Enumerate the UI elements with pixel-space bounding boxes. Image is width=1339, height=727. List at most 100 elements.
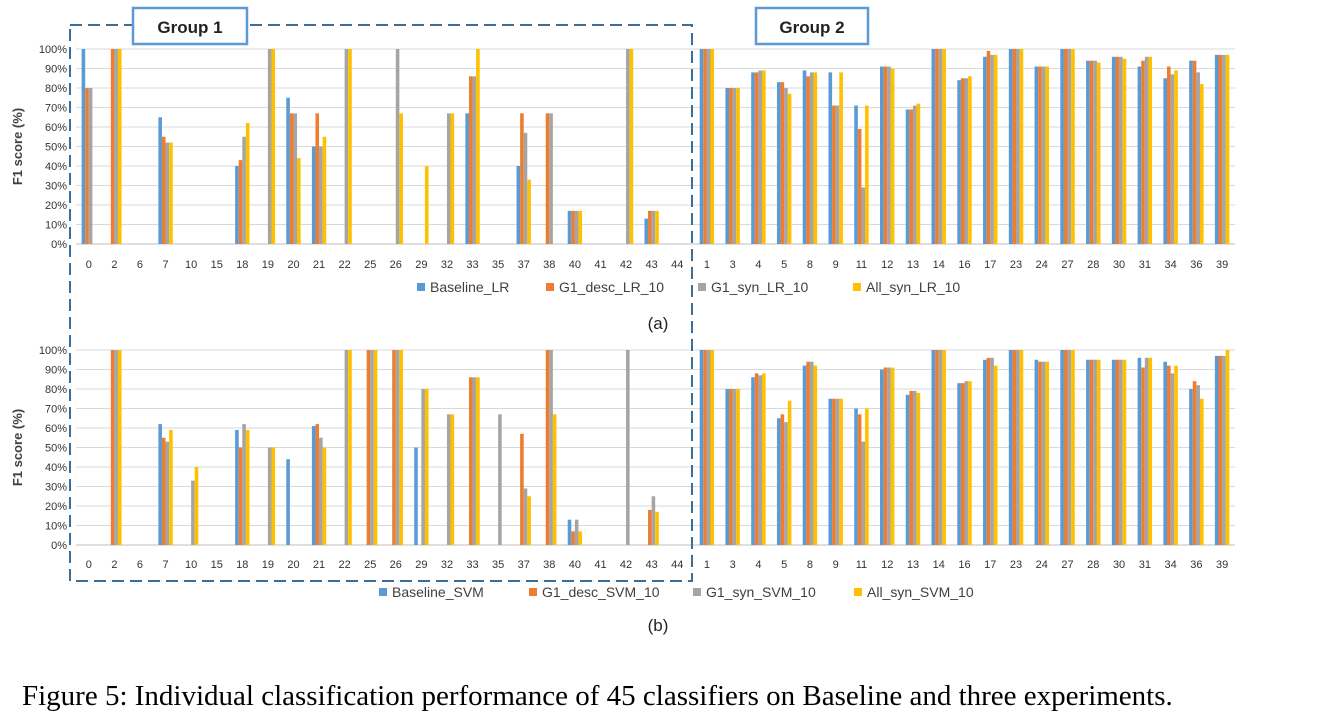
bar-all-syn-svm-10-33 bbox=[476, 377, 480, 545]
x-tick-label: 26 bbox=[390, 559, 402, 571]
bar-all-syn-lr-10-11 bbox=[865, 105, 869, 244]
bar-g1-syn-svm-10-7 bbox=[165, 441, 170, 545]
x-tick-label: 8 bbox=[807, 259, 813, 271]
x-tick-label: 35 bbox=[492, 259, 504, 271]
bar-baseline-svm-20 bbox=[286, 459, 290, 545]
bar-g1-desc-svm-10-5 bbox=[780, 414, 785, 545]
bar-g1-syn-svm-10-43 bbox=[651, 496, 656, 545]
bar-baseline-svm-24 bbox=[1034, 359, 1039, 545]
bar-g1-syn-lr-10-43 bbox=[651, 210, 656, 244]
bar-baseline-lr-17 bbox=[983, 56, 987, 244]
bar-baseline-lr-31 bbox=[1137, 66, 1142, 244]
bar-g1-desc-svm-10-38 bbox=[545, 350, 550, 545]
bar-g1-syn-svm-10-26 bbox=[395, 350, 400, 545]
bar-all-syn-svm-10-38 bbox=[552, 414, 557, 545]
bar-g1-desc-lr-10-28 bbox=[1089, 60, 1094, 245]
bar-all-syn-svm-10-13 bbox=[916, 392, 921, 545]
bar-g1-syn-svm-10-34 bbox=[1170, 373, 1175, 545]
y-tick-label: 20% bbox=[45, 200, 67, 212]
x-tick-label: 10 bbox=[185, 259, 197, 271]
x-tick-label: 9 bbox=[833, 559, 839, 571]
legend-label: All_syn_SVM_10 bbox=[867, 584, 974, 600]
bar-g1-desc-svm-10-16 bbox=[960, 383, 965, 545]
bar-all-syn-lr-10-31 bbox=[1148, 56, 1153, 244]
bar-baseline-svm-5 bbox=[776, 418, 781, 545]
x-tick-label: 31 bbox=[1139, 259, 1151, 271]
bar-all-syn-svm-10-37 bbox=[527, 496, 531, 545]
x-tick-label: 15 bbox=[211, 259, 223, 271]
bar-g1-syn-lr-10-7 bbox=[165, 142, 170, 244]
bar-g1-syn-lr-10-21 bbox=[319, 146, 323, 244]
bar-g1-desc-lr-10-40 bbox=[571, 210, 575, 244]
bar-g1-desc-lr-10-7 bbox=[161, 136, 166, 244]
x-tick-label: 34 bbox=[1164, 559, 1176, 571]
bar-baseline-svm-40 bbox=[567, 519, 572, 545]
bar-g1-desc-svm-10-40 bbox=[571, 531, 575, 545]
y-tick-label: 0% bbox=[51, 239, 67, 251]
x-tick-label: 18 bbox=[236, 259, 248, 271]
x-tick-label: 7 bbox=[162, 559, 168, 571]
x-tick-label: 2 bbox=[111, 259, 117, 271]
bar-g1-desc-lr-10-39 bbox=[1218, 54, 1223, 244]
y-axis-label: F1 score (%) bbox=[10, 108, 25, 185]
bar-g1-syn-svm-10-3 bbox=[732, 389, 737, 545]
x-tick-label: 16 bbox=[958, 559, 970, 571]
bar-baseline-svm-18 bbox=[235, 429, 239, 545]
bar-g1-desc-svm-10-8 bbox=[806, 361, 810, 545]
figure-caption: Figure 5: Individual classification perf… bbox=[22, 680, 1173, 712]
legend-label: G1_syn_LR_10 bbox=[711, 279, 809, 295]
bar-g1-desc-lr-10-3 bbox=[729, 88, 733, 244]
bar-g1-desc-lr-10-14 bbox=[935, 49, 939, 244]
bar-g1-desc-lr-10-0 bbox=[85, 88, 89, 244]
x-tick-label: 13 bbox=[907, 559, 919, 571]
bar-g1-syn-svm-10-13 bbox=[912, 390, 917, 545]
bar-g1-desc-lr-10-21 bbox=[315, 113, 320, 244]
bar-g1-desc-svm-10-18 bbox=[238, 447, 243, 545]
group-label-box-1 bbox=[131, 6, 249, 46]
bar-g1-desc-lr-10-16 bbox=[960, 78, 965, 244]
bar-all-syn-svm-10-1 bbox=[710, 350, 715, 545]
bar-all-syn-lr-10-32 bbox=[450, 113, 455, 244]
x-tick-label: 10 bbox=[185, 559, 197, 571]
bar-baseline-lr-40 bbox=[567, 210, 572, 244]
panel-label: (b) bbox=[648, 616, 669, 635]
y-tick-label: 100% bbox=[39, 345, 67, 357]
y-tick-label: 90% bbox=[45, 365, 67, 377]
bar-all-syn-lr-10-2 bbox=[117, 49, 122, 244]
bar-g1-desc-svm-10-21 bbox=[315, 424, 320, 545]
bar-all-syn-lr-10-26 bbox=[399, 113, 403, 244]
bar-baseline-svm-23 bbox=[1008, 350, 1013, 545]
x-tick-label: 8 bbox=[807, 559, 813, 571]
bar-g1-syn-lr-10-24 bbox=[1041, 66, 1046, 244]
bar-all-syn-lr-10-43 bbox=[655, 210, 659, 244]
bar-g1-syn-lr-10-13 bbox=[912, 105, 917, 244]
bar-g1-syn-svm-10-27 bbox=[1067, 350, 1072, 545]
bar-baseline-svm-28 bbox=[1086, 359, 1090, 545]
bar-g1-syn-svm-10-29 bbox=[421, 389, 425, 545]
bar-all-syn-lr-10-8 bbox=[813, 72, 818, 245]
chart-panel-1: 0% 10% 20% 30% 40% 50% 60% 70% 80% 90% 100% F1 scor… bbox=[10, 44, 1235, 333]
bar-g1-syn-lr-10-40 bbox=[574, 210, 579, 244]
bar-baseline-lr-21 bbox=[311, 146, 316, 244]
bar-g1-syn-svm-10-33 bbox=[472, 377, 477, 545]
bar-baseline-lr-16 bbox=[957, 80, 961, 244]
bar-g1-desc-svm-10-37 bbox=[520, 433, 524, 545]
bar-baseline-svm-8 bbox=[802, 365, 807, 545]
bar-baseline-lr-13 bbox=[905, 109, 910, 244]
x-tick-label: 31 bbox=[1139, 559, 1151, 571]
bar-g1-syn-lr-10-12 bbox=[887, 66, 891, 244]
bar-g1-desc-lr-10-31 bbox=[1141, 60, 1145, 245]
legend-swatch bbox=[854, 588, 862, 596]
bar-g1-syn-lr-10-8 bbox=[809, 72, 814, 245]
x-tick-label: 19 bbox=[262, 559, 274, 571]
bar-baseline-lr-18 bbox=[235, 166, 239, 244]
bar-g1-syn-lr-10-22 bbox=[344, 49, 349, 244]
x-tick-label: 36 bbox=[1190, 259, 1202, 271]
bar-g1-desc-svm-10-14 bbox=[935, 350, 939, 545]
x-tick-label: 29 bbox=[415, 559, 427, 571]
bar-g1-desc-svm-10-33 bbox=[468, 377, 473, 545]
bar-all-syn-lr-10-5 bbox=[787, 93, 792, 244]
y-tick-label: 20% bbox=[45, 501, 67, 513]
x-tick-label: 24 bbox=[1036, 559, 1048, 571]
bar-all-syn-svm-10-27 bbox=[1071, 350, 1075, 545]
